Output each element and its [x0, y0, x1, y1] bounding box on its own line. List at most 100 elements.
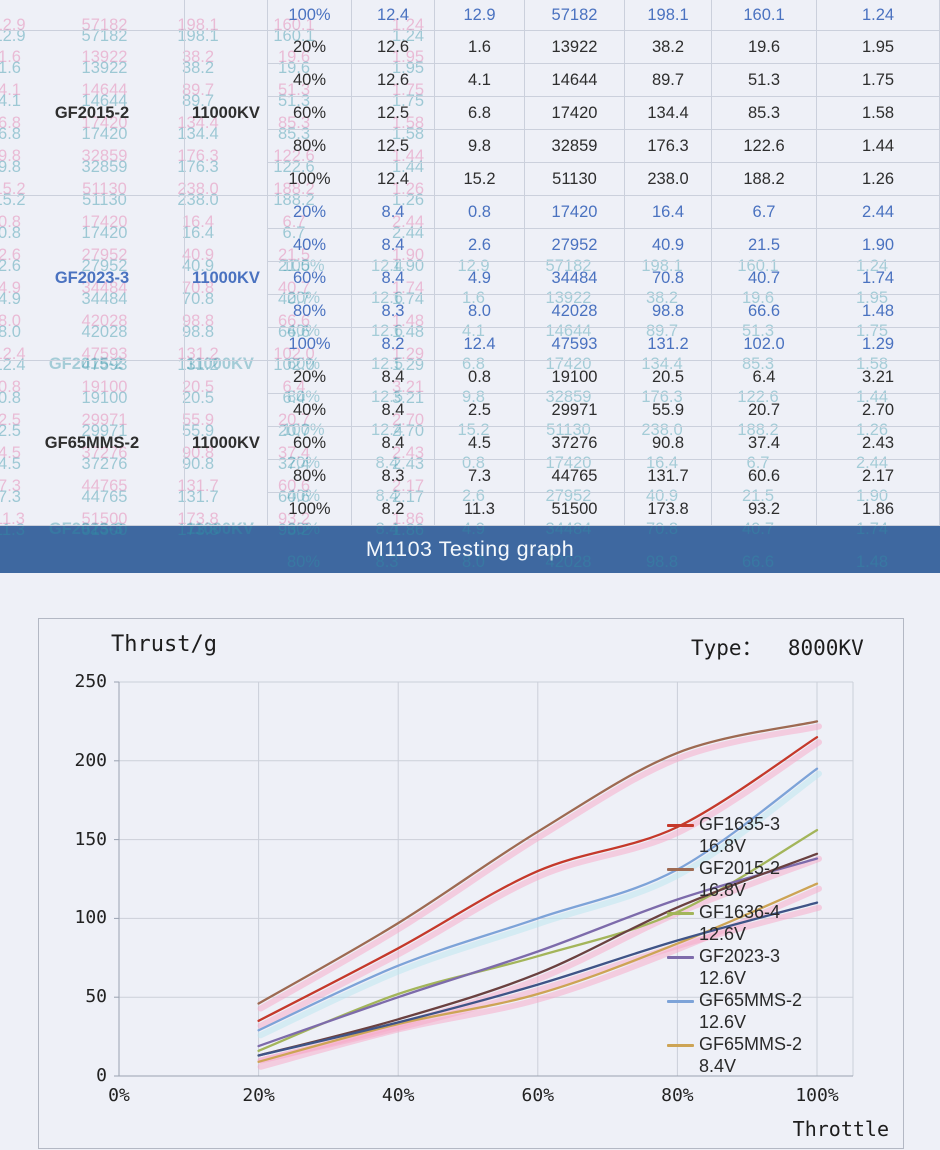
series-line-GF1635-3-16.8V: [257, 736, 819, 1022]
legend-label: GF2023-3 12.6V: [699, 945, 780, 989]
x-tick-label: 60%: [521, 1085, 555, 1106]
table-cell: 188.2: [712, 163, 817, 196]
table-cell: 93.2: [712, 493, 817, 526]
table-cell: 40.7: [712, 262, 817, 295]
legend-label: GF65MMS-2 12.6V: [699, 989, 802, 1033]
series-line-unlabeled-6: [257, 852, 819, 1057]
table-cell: 100%: [268, 493, 352, 526]
legend-series-name: GF65MMS-2: [699, 1034, 803, 1054]
table-cell: 90.8: [625, 427, 712, 460]
table-cell: 122.6: [712, 130, 817, 163]
x-tick-label: 80%: [661, 1085, 694, 1106]
y-tick-label: 250: [74, 671, 107, 692]
thrust-chart: Thrust/g Type： 8000KV Throttle GF1635-3 1…: [38, 618, 904, 1149]
table-cell: 2.44: [817, 196, 940, 229]
y-tick-label: 200: [74, 749, 107, 771]
table-cell: 8.4: [352, 229, 435, 262]
table-cell: 8.4: [352, 196, 435, 229]
table-cell: 3.21: [817, 361, 940, 394]
table-cell: 1.95: [817, 31, 940, 64]
table-cell: 20%: [268, 361, 352, 394]
motor-test-table: 100% 12.4 12.9 57182 198.1 160.1 1.24 GF2015-2 1…: [0, 0, 940, 526]
table-cell: 6.7: [712, 196, 817, 229]
series-line-GF2023-3-12.6V: [257, 857, 819, 1048]
table-cell: 1.44: [817, 130, 940, 163]
series-line-GF1636-4-12.6V: [257, 828, 819, 1052]
table-cell: 19100: [525, 361, 625, 394]
table-cell: 2.70: [817, 394, 940, 427]
table-cell: 60%: [268, 262, 352, 295]
table-cell: 12.4: [352, 163, 435, 196]
table-cell: 12.4: [435, 328, 525, 361]
table-cell: 20.7: [712, 394, 817, 427]
legend-series-voltage: 12.6V: [699, 968, 747, 988]
table-cell: 8.4: [352, 262, 435, 295]
table-cell: 47593: [525, 328, 625, 361]
table-cell: 40.9: [625, 229, 712, 262]
kv-cell: 11000KV: [185, 196, 268, 361]
table-cell: 8.3: [352, 460, 435, 493]
table-cell: 102.0: [712, 328, 817, 361]
table-cell: 60.6: [712, 460, 817, 493]
table-cell: 1.24: [817, 0, 940, 31]
table-cell: 20%: [268, 31, 352, 64]
table-cell: 34484: [525, 262, 625, 295]
table-cell: 173.8: [625, 493, 712, 526]
table-cell: 17420: [525, 196, 625, 229]
chart-plot-area: [114, 681, 854, 1077]
table-cell: 37.4: [712, 427, 817, 460]
table-cell: 12.6: [352, 31, 435, 64]
legend-series-name: GF1636-4: [699, 902, 781, 922]
table-cell: 32859: [525, 130, 625, 163]
table-cell: 1.48: [817, 295, 940, 328]
table-cell: 100%: [268, 328, 352, 361]
chart-type-label: Type： 8000KV: [691, 636, 864, 660]
motor-name-cell: GF2015-2: [0, 31, 185, 196]
section-banner: M1103 Testing graph: [0, 526, 940, 573]
table-cell: 29971: [525, 394, 625, 427]
table-cell: 4.1: [435, 64, 525, 97]
table-cell: 1.29: [817, 328, 940, 361]
table-cell: 16.4: [625, 196, 712, 229]
table-cell: 80%: [268, 295, 352, 328]
table-cell: 66.6: [712, 295, 817, 328]
series-line-unlabeled-7: [257, 901, 819, 1057]
x-tick-label: 0%: [108, 1085, 130, 1106]
legend-series-name: GF65MMS-2: [699, 990, 803, 1010]
legend-series-name: GF2015-2: [699, 858, 781, 878]
table-cell: 4.5: [435, 427, 525, 460]
y-tick-label: 150: [74, 828, 107, 850]
table-cell: 20%: [268, 196, 352, 229]
table-cell: 1.90: [817, 229, 940, 262]
table-cell: 13922: [525, 31, 625, 64]
table-cell: 15.2: [435, 163, 525, 196]
table-cell: 12.4: [352, 0, 435, 31]
table-cell: 51500: [525, 493, 625, 526]
banner-title: M1103 Testing graph: [365, 537, 575, 561]
legend-swatch-line: [667, 1000, 694, 1003]
table-cell: 1.75: [817, 64, 940, 97]
table-cell: 100%: [268, 0, 352, 31]
table-cell: 40%: [268, 229, 352, 262]
table-cell: 12.5: [352, 130, 435, 163]
table-cell: 12.5: [352, 97, 435, 130]
series-ghost-artifact: [257, 770, 822, 1039]
x-axis-title: Throttle: [792, 1117, 889, 1141]
kv-cell: 11000KV: [185, 31, 268, 196]
table-cell: 160.1: [712, 0, 817, 31]
legend-series-voltage: 12.6V: [699, 1012, 747, 1032]
legend-swatch-line: [667, 1044, 694, 1047]
legend-series-voltage: 16.8V: [699, 880, 747, 900]
table-cell: 8.0: [435, 295, 525, 328]
series-line-GF65MMS-2-8.4V: [257, 882, 819, 1063]
y-tick-label: 50: [85, 986, 107, 1008]
table-cell: 6.8: [435, 97, 525, 130]
table-cell: 19.6: [712, 31, 817, 64]
motor-name-cell: [0, 0, 185, 31]
table-cell: 1.26: [817, 163, 940, 196]
table-cell: 0.8: [435, 196, 525, 229]
table-cell: 4.9: [435, 262, 525, 295]
table-cell: 8.4: [352, 394, 435, 427]
table-cell: 21.5: [712, 229, 817, 262]
